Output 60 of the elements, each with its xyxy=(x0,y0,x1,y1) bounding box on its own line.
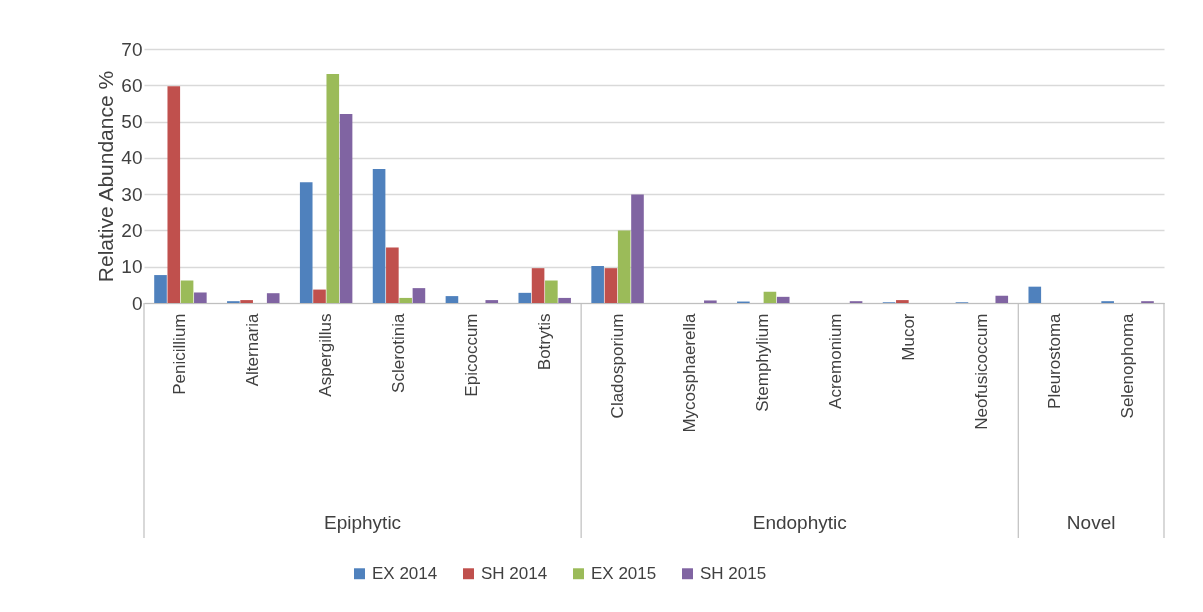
bar xyxy=(896,300,909,303)
x-tick-label: Mycosphaerella xyxy=(680,312,700,433)
bar xyxy=(763,291,777,303)
x-tick-label: Botrytis xyxy=(534,313,554,371)
bar xyxy=(485,300,499,303)
bar xyxy=(326,74,340,303)
bar xyxy=(531,268,545,303)
bar xyxy=(631,194,644,303)
y-tick-label: 10 xyxy=(121,256,143,278)
y-tick-label: 60 xyxy=(121,74,143,96)
bar xyxy=(339,113,353,303)
y-tick-label: 20 xyxy=(121,219,143,241)
x-tick-label: Aspergillus xyxy=(316,313,336,397)
y-tick-label: 30 xyxy=(121,183,143,205)
legend-label: EX 2014 xyxy=(372,563,438,583)
bar xyxy=(545,280,558,303)
bar xyxy=(313,289,326,303)
bar xyxy=(372,169,386,303)
bar xyxy=(154,275,167,303)
x-tick-label: Alternaria xyxy=(243,312,263,387)
x-tick-label: Penicillium xyxy=(170,313,190,395)
x-tick-label: Stemphylium xyxy=(753,313,773,412)
x-tick-label: Selenophoma xyxy=(1117,312,1137,419)
bar xyxy=(518,292,532,303)
x-tick-label: Cladosporium xyxy=(607,313,627,419)
y-tick-label: 0 xyxy=(131,292,143,314)
bar xyxy=(167,86,181,303)
y-axis-title: Relative Abundance % xyxy=(94,70,118,283)
bar xyxy=(591,265,604,303)
bar xyxy=(386,247,399,303)
bar xyxy=(617,230,631,303)
bar xyxy=(399,297,412,303)
text: Endophytic xyxy=(752,512,847,533)
x-tick-label: Mucor xyxy=(899,313,918,361)
x-tick-label: Sclerotinia xyxy=(389,312,408,393)
x-tick-label: Acremonium xyxy=(826,313,846,409)
bar xyxy=(558,297,571,303)
bar xyxy=(412,288,426,303)
bar xyxy=(266,293,280,303)
bar xyxy=(240,300,253,303)
bar xyxy=(194,292,207,303)
legend-label: SH 2015 xyxy=(700,563,767,583)
text: Epiphytic xyxy=(324,512,402,533)
bar xyxy=(776,296,790,303)
x-tick-label: Pleurostoma xyxy=(1044,312,1064,409)
y-tick-label: 70 xyxy=(121,38,143,60)
legend-label: EX 2015 xyxy=(591,563,657,583)
x-tick-label: Neofusicoccum xyxy=(971,313,991,430)
legend-label: SH 2014 xyxy=(481,563,548,583)
bar xyxy=(445,296,459,303)
bar xyxy=(604,268,618,303)
text: Novel xyxy=(1066,512,1116,533)
x-tick-label: Epicoccum xyxy=(461,313,481,397)
y-tick-label: 50 xyxy=(121,111,143,133)
bar xyxy=(1028,286,1042,303)
bar xyxy=(299,182,313,303)
y-tick-label: 40 xyxy=(121,147,143,169)
bar xyxy=(704,300,717,303)
bar xyxy=(995,295,1009,303)
bar xyxy=(180,280,194,303)
